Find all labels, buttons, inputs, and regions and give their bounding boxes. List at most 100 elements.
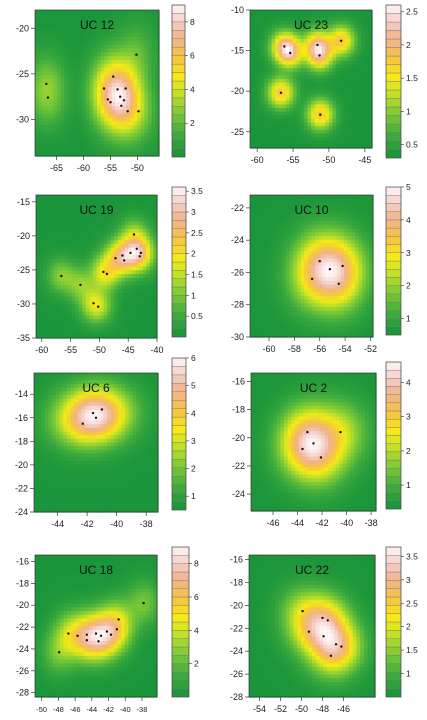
locality-point [76,634,79,637]
locality-point [58,651,61,654]
colorbar: 1 2 3 4 5 [385,182,411,336]
locality-point [112,75,115,78]
colorbar: 0.5 1 1.5 2 2.5 3 3.5 [171,186,203,338]
x-tick-label: -50 [131,163,144,173]
locality-point [109,101,112,104]
panel-title: UC 18 [79,563,113,577]
locality-point [341,264,344,268]
locality-point [119,95,122,98]
locality-point [126,110,129,113]
colorbar: 1 2 3 4 [385,361,411,510]
x-tick-label: -58 [288,344,301,354]
plot-frame [35,194,158,339]
colorbar-tick-label: 3 [406,248,411,258]
x-tick-label: -40 [150,345,163,355]
map-panel-6: UC 2 -46 -44 -42 -40 -38 -16 -18 -20 -22 -24 1 2 3 4 [232,361,411,528]
locality-point [322,635,325,638]
colorbar-tick-label: 2 [194,659,199,669]
density-surface [34,373,159,513]
colorbar-tick-label: 2.5 [191,228,203,238]
locality-point [123,259,126,262]
map-panel-1: UC 12 -65 -60 -55 -50 -20 -25 -30 2 4 6 8 [16,4,195,173]
y-tick-label: -16 [230,555,243,565]
y-tick-label: -24 [15,507,28,517]
plot-frame [34,554,158,698]
locality-point [115,628,119,631]
x-tick-label: -40 [110,519,123,529]
colorbar-tick-label: 5 [406,182,411,192]
colorbar-tick-label: 2.5 [406,598,418,608]
colorbar-tick-label: 2 [406,40,411,50]
locality-point [91,411,95,415]
map-panel-4: UC 10 -60 -58 -56 -54 -52 -22 -24 -26 -28 -30 1 2 3 4 5 [231,182,411,354]
y-tick-label: -20 [15,460,28,470]
y-tick-label: -16 [15,413,28,423]
x-tick-label: -54 [253,704,266,714]
locality-point [301,609,304,613]
y-tick-label: -26 [230,669,243,679]
locality-point [137,110,140,113]
colorbar-tick-label: 6 [191,353,196,363]
y-tick-label: -25 [231,127,244,137]
plot-frame [248,554,376,698]
colorbar-tick-label: 3 [191,207,196,217]
locality-point [94,416,98,419]
y-tick-label: -35 [17,333,30,343]
y-tick-label: -26 [231,267,244,277]
map-panel-8: UC 22 -54 -52 -50 -48 -46 -16 -18 -20 -22 -24 -26 -2… [230,546,418,714]
density-surface [36,195,158,339]
colorbar: 1 2 3 4 5 6 [171,353,196,511]
locality-point [45,82,48,86]
locality-point [102,87,106,90]
locality-point [289,51,292,55]
locality-point [121,254,124,257]
y-tick-label: -22 [232,461,245,471]
colorbar-tick-label: 8 [194,559,199,569]
y-tick-label: -20 [16,23,29,33]
density-surface [35,555,158,698]
x-tick-label: -40 [340,518,353,528]
locality-point [139,251,143,255]
x-tick-label: -44 [291,518,304,528]
locality-point [339,430,342,434]
locality-point [306,430,309,434]
locality-point [135,53,138,56]
colorbar-tick-label: 1 [406,314,411,324]
map-panel-2: UC 23 -60 -55 -50 -45 -10 -15 -20 -25 0.5 1 1.5 2 2.5 [231,4,418,165]
y-tick-label: -22 [230,623,243,633]
locality-point [97,305,100,308]
density-surface [35,10,160,157]
locality-point [329,654,333,657]
colorbar-tick-label: 4 [190,84,195,94]
x-tick-label: -46 [267,518,280,528]
y-tick-label: -15 [231,46,244,56]
x-tick-label: -52 [364,344,377,354]
x-tick-label: -45 [122,345,135,355]
locality-point [99,634,103,637]
locality-point [310,277,314,281]
y-tick-label: -16 [232,376,245,386]
locality-point [94,632,98,635]
colorbar: 1 1.5 2 2.5 3 3.5 [385,546,418,698]
colorbar-tick-label: 8 [190,17,195,27]
locality-point [129,251,132,255]
colorbar-tick-label: 1 [191,491,196,501]
colorbar-tick-label: 1.5 [406,645,418,655]
x-tick-label: -45 [358,155,371,165]
panel-title: UC 22 [295,563,329,577]
colorbar-tick-label: 1 [191,290,196,300]
density-surface [250,195,374,338]
x-tick-label: -42 [316,518,329,528]
locality-point [328,268,332,271]
y-tick-label: -16 [16,557,29,567]
panel-title: UC 19 [79,203,113,217]
y-tick-label: -25 [16,69,29,79]
y-tick-label: -30 [17,299,30,309]
locality-point [92,302,95,305]
locality-point [307,630,311,633]
locality-point [135,247,138,250]
locality-point [100,408,104,411]
x-tick-label: -44 [86,705,97,714]
x-tick-label: -48 [316,704,329,714]
locality-point [81,422,84,425]
